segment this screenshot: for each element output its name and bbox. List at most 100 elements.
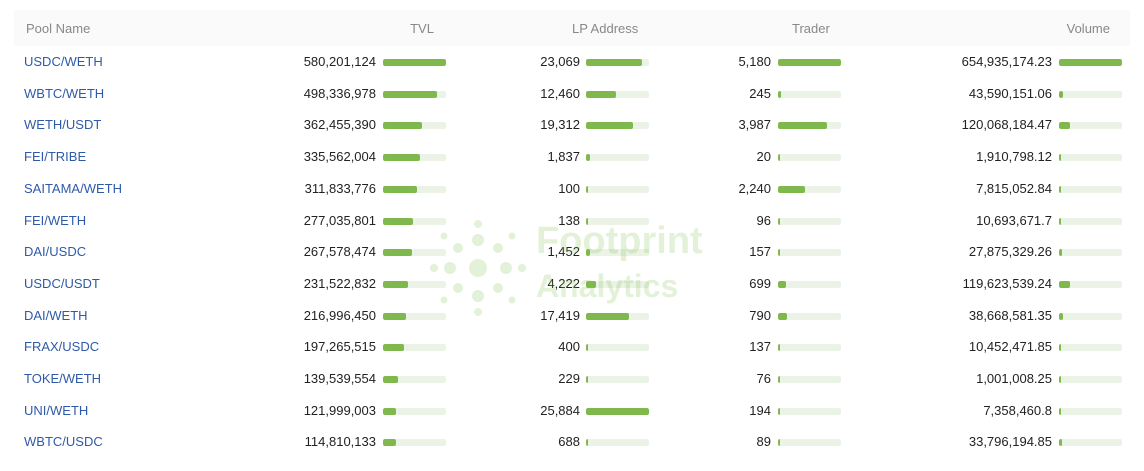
table-row[interactable]: FRAX/USDC 197,265,515 400 137 10,452,471.85 bbox=[0, 332, 1144, 363]
volume-bar bbox=[1059, 59, 1122, 66]
lp-address-bar bbox=[586, 185, 649, 193]
volume-bar bbox=[1059, 185, 1122, 193]
lp-address-bar bbox=[586, 90, 649, 98]
pool-name-link[interactable]: WBTC/WETH bbox=[24, 85, 105, 101]
tvl-bar-fill bbox=[383, 185, 418, 193]
column-header-trader[interactable]: Trader bbox=[792, 21, 830, 36]
volume-bar bbox=[1059, 154, 1122, 162]
volume-value: 43,590,151.06 bbox=[968, 85, 1052, 101]
column-header-lp-address[interactable]: LP Address bbox=[572, 21, 639, 36]
volume-bar bbox=[1059, 439, 1122, 447]
pool-name-link[interactable]: UNI/WETH bbox=[24, 402, 89, 418]
column-header-tvl[interactable]: TVL bbox=[410, 21, 434, 36]
table-row[interactable]: UNI/WETH 121,999,003 25,884 194 7,358,460.8 bbox=[0, 396, 1144, 427]
trader-bar-fill bbox=[778, 59, 841, 66]
trader-bar bbox=[778, 90, 841, 98]
trader-bar bbox=[778, 312, 841, 320]
lp-address-bar-fill bbox=[586, 185, 588, 193]
trader-bar bbox=[778, 280, 841, 288]
pool-name-link[interactable]: DAI/WETH bbox=[24, 307, 88, 323]
tvl-bar bbox=[383, 312, 446, 320]
pool-name-link[interactable]: FRAX/USDC bbox=[24, 339, 100, 355]
tvl-bar bbox=[383, 217, 446, 225]
pool-name-link[interactable]: TOKE/WETH bbox=[24, 371, 102, 386]
lp-address-bar-fill bbox=[586, 312, 629, 320]
volume-bar-fill bbox=[1059, 154, 1061, 162]
table-row[interactable]: USDC/USDT 231,522,832 4,222 699 119,623,539.… bbox=[0, 269, 1144, 300]
lp-address-bar bbox=[586, 59, 649, 66]
tvl-bar-fill bbox=[383, 439, 396, 447]
table-row[interactable]: FEI/TRIBE 335,562,004 1,837 20 1,910,798.12 bbox=[0, 142, 1144, 173]
trader-count: 137 bbox=[749, 339, 771, 355]
trader-bar-fill bbox=[778, 439, 780, 447]
volume-bar bbox=[1059, 217, 1122, 225]
volume-bar bbox=[1059, 90, 1122, 98]
volume-value: 120,068,184.47 bbox=[961, 117, 1052, 133]
tvl-value: 335,562,004 bbox=[303, 149, 376, 165]
pool-name-link[interactable]: FEI/WETH bbox=[24, 212, 87, 228]
volume-bar-fill bbox=[1059, 376, 1061, 383]
trader-bar-fill bbox=[778, 217, 780, 225]
trader-count: 699 bbox=[749, 275, 771, 291]
lp-address-bar bbox=[586, 217, 649, 225]
pool-name-link[interactable]: SAITAMA/WETH bbox=[24, 180, 122, 196]
trader-count: 3,987 bbox=[738, 117, 771, 133]
volume-bar bbox=[1059, 344, 1122, 352]
table-row[interactable]: USDC/WETH 580,201,124 23,069 5,180 654,935,1… bbox=[0, 47, 1144, 78]
lp-address-count: 4,222 bbox=[547, 275, 580, 291]
trader-count: 245 bbox=[749, 85, 771, 101]
trader-bar bbox=[778, 59, 841, 66]
trader-count: 2,240 bbox=[738, 180, 771, 196]
lp-address-count: 1,837 bbox=[547, 149, 580, 165]
tvl-bar bbox=[383, 154, 446, 162]
volume-value: 10,452,471.85 bbox=[968, 339, 1052, 355]
lp-address-bar-fill bbox=[586, 407, 649, 415]
tvl-value: 121,999,003 bbox=[303, 402, 376, 418]
tvl-bar-fill bbox=[383, 90, 438, 98]
trader-bar-fill bbox=[778, 280, 787, 288]
tvl-bar-fill bbox=[383, 376, 399, 383]
pool-name-link[interactable]: FEI/TRIBE bbox=[24, 149, 87, 165]
table-row[interactable]: SAITAMA/WETH 311,833,776 100 2,240 7,815,052… bbox=[0, 174, 1144, 205]
table-row[interactable]: FEI/WETH 277,035,801 138 96 10,693,671.7 bbox=[0, 206, 1144, 237]
pool-name-link[interactable]: WETH/USDT bbox=[24, 117, 102, 133]
table-header: Pool Name TVL LP Address Trader Volume bbox=[14, 10, 1130, 46]
lp-address-count: 25,884 bbox=[540, 402, 580, 418]
trader-bar bbox=[778, 122, 841, 130]
volume-value: 7,358,460.8 bbox=[983, 402, 1052, 418]
volume-value: 27,875,329.26 bbox=[968, 244, 1052, 260]
trader-bar bbox=[778, 217, 841, 225]
volume-bar-fill bbox=[1059, 185, 1061, 193]
volume-bar-fill bbox=[1059, 312, 1063, 320]
tvl-bar bbox=[383, 439, 446, 447]
table-row[interactable]: WBTC/WETH 498,336,978 12,460 245 43,590,151.… bbox=[0, 79, 1144, 110]
tvl-bar-fill bbox=[383, 280, 409, 288]
table-row[interactable]: WETH/USDT 362,455,390 19,312 3,987 120,068,1… bbox=[0, 110, 1144, 141]
table-row[interactable]: WBTC/USDC 114,810,133 688 89 33,796,194.85 bbox=[0, 427, 1144, 458]
lp-address-bar bbox=[586, 312, 649, 320]
lp-address-count: 229 bbox=[558, 371, 580, 386]
volume-value: 1,910,798.12 bbox=[976, 149, 1052, 165]
tvl-bar bbox=[383, 344, 446, 352]
tvl-bar-fill bbox=[383, 154, 420, 162]
pool-name-link[interactable]: USDC/USDT bbox=[24, 275, 100, 291]
tvl-value: 197,265,515 bbox=[303, 339, 376, 355]
column-header-pool-name[interactable]: Pool Name bbox=[26, 21, 91, 36]
table-row[interactable]: DAI/USDC 267,578,474 1,452 157 27,875,329.26 bbox=[0, 237, 1144, 268]
tvl-value: 114,810,133 bbox=[304, 434, 376, 450]
trader-count: 89 bbox=[756, 434, 771, 450]
tvl-bar-fill bbox=[383, 59, 446, 66]
pool-name-link[interactable]: DAI/USDC bbox=[24, 244, 87, 260]
tvl-value: 231,522,832 bbox=[303, 275, 376, 291]
table-row[interactable]: DAI/WETH 216,996,450 17,419 790 38,668,581.3… bbox=[0, 301, 1144, 332]
pool-name-link[interactable]: WBTC/USDC bbox=[24, 434, 103, 450]
lp-address-count: 100 bbox=[558, 180, 580, 196]
lp-address-bar bbox=[586, 376, 649, 383]
table-row[interactable]: TOKE/WETH 139,539,554 229 76 1,001,008.25 bbox=[0, 364, 1144, 395]
trader-bar bbox=[778, 154, 841, 162]
tvl-bar bbox=[383, 280, 446, 288]
volume-bar bbox=[1059, 312, 1122, 320]
column-header-volume[interactable]: Volume bbox=[1066, 21, 1110, 36]
lp-address-count: 400 bbox=[558, 339, 580, 355]
pool-name-link[interactable]: USDC/WETH bbox=[24, 54, 103, 69]
